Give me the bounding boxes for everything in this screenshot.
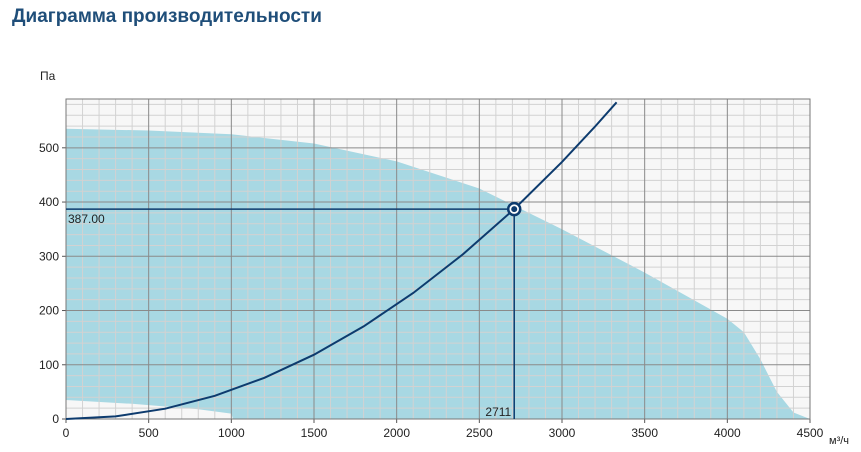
x-tick-label: 1000 (218, 426, 245, 440)
fan-min-speed-region (66, 400, 233, 419)
plot-area: 0 500 1000 1500 2000 2500 3000 3500 4000 4500 0 100… (39, 98, 824, 440)
x-tick-label: 3500 (631, 426, 658, 440)
y-tick-label: 300 (39, 249, 59, 263)
x-tick-label: 500 (139, 426, 159, 440)
y-tick-label: 100 (39, 358, 59, 372)
plot-frame (65, 98, 811, 420)
y-tick-label: 200 (39, 304, 59, 318)
x-tick-label: 4000 (714, 426, 741, 440)
operating-point-marker-center (511, 206, 518, 213)
x-tick-label: 1500 (301, 426, 328, 440)
y-axis-label: Па (40, 69, 56, 83)
page-title: Диаграмма производительности (12, 6, 322, 27)
y-tick-label: 500 (39, 141, 59, 155)
x-tick-label: 0 (63, 426, 70, 440)
operating-pressure-label: 387.00 (68, 212, 105, 226)
x-tick-label: 2500 (466, 426, 493, 440)
x-tick-label: 3000 (549, 426, 576, 440)
x-tick-label: 2000 (383, 426, 410, 440)
y-tick-label: 400 (39, 195, 59, 209)
system-curve (65, 101, 618, 420)
x-tick-label: 4500 (797, 426, 824, 440)
operating-flow-label: 2711 (485, 405, 511, 419)
x-axis-label: м³/ч (829, 435, 849, 447)
y-tick-label: 0 (52, 412, 59, 426)
